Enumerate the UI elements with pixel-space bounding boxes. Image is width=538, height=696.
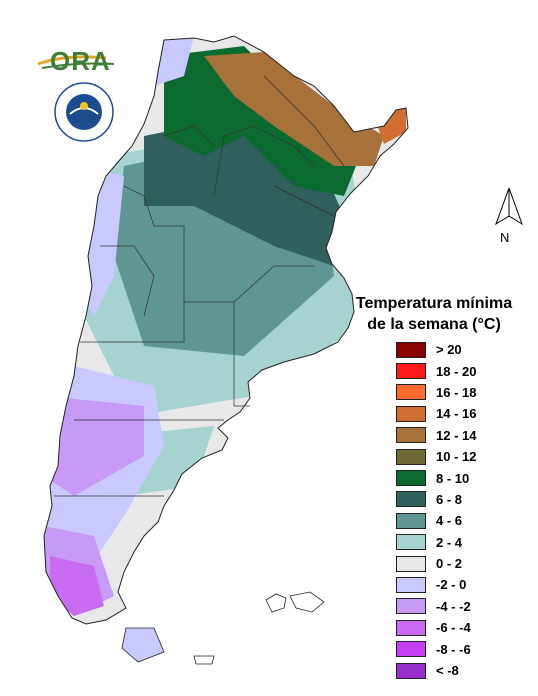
legend-item: -6 - -4 <box>396 617 476 638</box>
legend-swatch <box>396 555 426 572</box>
legend-label: -6 - -4 <box>436 620 471 636</box>
legend-label: -4 - -2 <box>436 598 471 614</box>
legend-swatch <box>396 341 426 358</box>
legend-swatch <box>396 641 426 658</box>
legend-item: -2 - 0 <box>396 574 476 595</box>
legend-item: -8 - -6 <box>396 638 476 659</box>
legend-label: 16 - 18 <box>436 384 477 400</box>
legend-label: 14 - 16 <box>436 406 477 422</box>
legend-item: 14 - 16 <box>396 403 476 424</box>
legend-label: 18 - 20 <box>436 363 477 379</box>
legend-title: Temperatura mínima de la semana (°C) <box>348 293 520 335</box>
legend-items: > 20 18 - 20 16 - 18 14 - 16 12 - 14 10 - 12 8… <box>396 339 476 681</box>
legend-item: > 20 <box>396 339 476 360</box>
legend-label: 8 - 10 <box>436 470 470 486</box>
north-arrow: N <box>492 186 526 246</box>
legend-title-line2: de la semana (°C) <box>367 316 501 333</box>
legend-label: 12 - 14 <box>436 427 477 443</box>
legend-item: 2 - 4 <box>396 532 476 553</box>
north-arrow-icon <box>495 187 523 226</box>
legend-swatch <box>396 405 426 422</box>
legend-swatch <box>396 427 426 444</box>
legend-swatch <box>396 576 426 593</box>
legend-swatch <box>396 491 426 508</box>
legend-label: 2 - 4 <box>436 534 463 550</box>
legend-swatch <box>396 384 426 401</box>
legend-label: -2 - 0 <box>436 577 467 593</box>
legend-item: 12 - 14 <box>396 425 476 446</box>
map-frame: ORA N <box>14 16 524 680</box>
argentina-temperature-map <box>43 35 409 665</box>
legend-swatch <box>396 534 426 551</box>
legend-item: 0 - 2 <box>396 553 476 574</box>
legend-swatch <box>396 363 426 380</box>
legend: Temperatura mínima de la semana (°C) > 2… <box>348 293 520 679</box>
legend-item: 16 - 18 <box>396 382 476 403</box>
legend-swatch <box>396 619 426 636</box>
ora-swoosh-icon <box>37 55 115 69</box>
legend-swatch <box>396 512 426 529</box>
legend-swatch <box>396 598 426 615</box>
legend-label: 4 - 6 <box>436 513 463 529</box>
north-label: N <box>500 230 510 245</box>
legend-title-line1: Temperatura mínima <box>355 295 513 312</box>
legend-item: 10 - 12 <box>396 446 476 467</box>
legend-label: 0 - 2 <box>436 556 463 572</box>
legend-item: 6 - 8 <box>396 489 476 510</box>
legend-label: 10 - 12 <box>436 449 477 465</box>
legend-swatch <box>396 470 426 487</box>
legend-label: < -8 <box>436 663 459 679</box>
smn-seal-logo <box>54 82 114 142</box>
legend-item: 4 - 6 <box>396 510 476 531</box>
ora-logo-text: ORA <box>50 46 111 76</box>
legend-swatch <box>396 662 426 679</box>
ora-logo: ORA <box>36 44 120 78</box>
legend-swatch <box>396 448 426 465</box>
legend-item: < -8 <box>396 660 476 681</box>
legend-item: 18 - 20 <box>396 360 476 381</box>
legend-item: 8 - 10 <box>396 467 476 488</box>
legend-label: > 20 <box>436 342 462 358</box>
legend-item: -4 - -2 <box>396 596 476 617</box>
legend-label: -8 - -6 <box>436 641 471 657</box>
legend-label: 6 - 8 <box>436 491 463 507</box>
